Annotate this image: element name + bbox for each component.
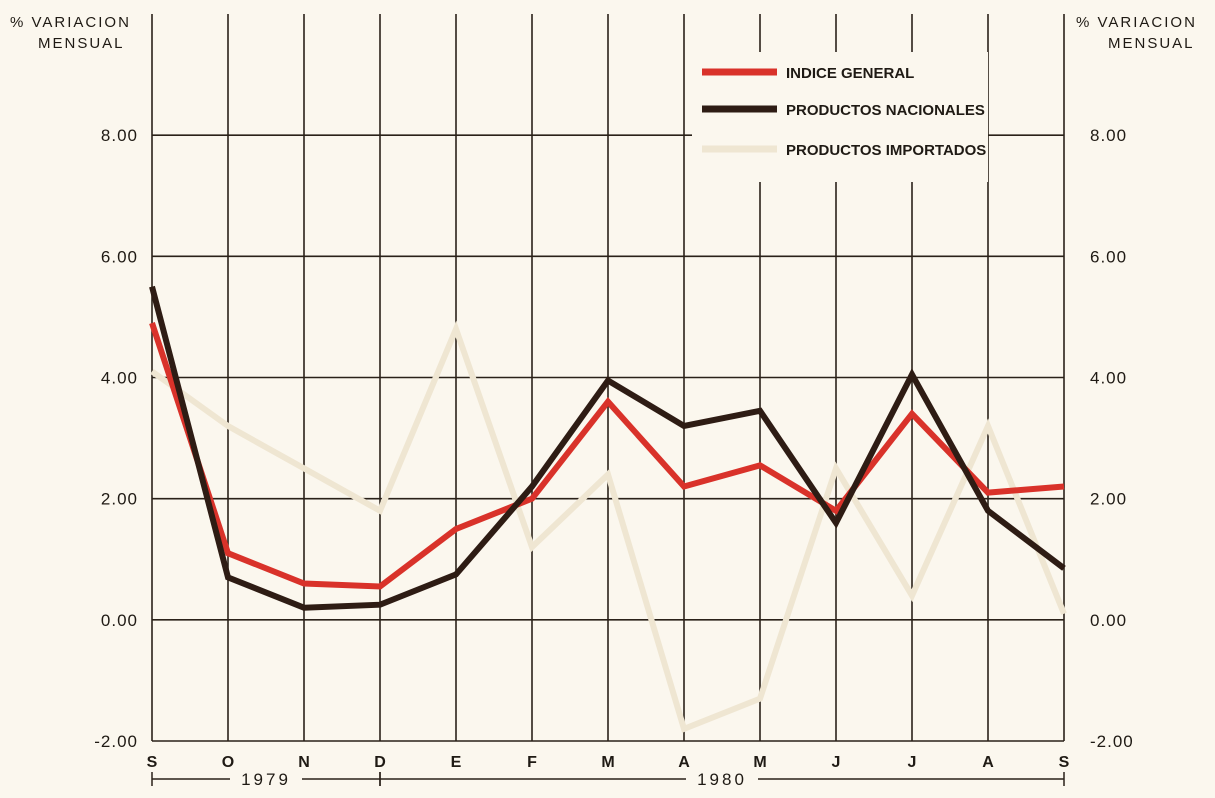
y-tick-label-left: 2.00 (101, 490, 138, 509)
x-tick-label: E (451, 754, 462, 771)
y-tick-label-left: 6.00 (101, 247, 138, 266)
y-axis-title-right: % VARIACION (1076, 14, 1197, 31)
y-axis-title-left: % VARIACION (10, 14, 131, 31)
x-tick-label: N (298, 754, 310, 771)
x-tick-label: J (908, 754, 917, 771)
y-axis-title-right: MENSUAL (1108, 35, 1195, 52)
year-label: 1980 (697, 770, 747, 789)
x-tick-label: F (527, 754, 537, 771)
x-tick-label: S (147, 754, 158, 771)
series-lines (149, 285, 1067, 733)
y-tick-label-left: -2.00 (94, 732, 138, 751)
y-tick-label-right: 6.00 (1090, 247, 1127, 266)
year-label: 1979 (241, 770, 291, 789)
series-line-productos-nacionales (149, 285, 1066, 611)
legend-label: PRODUCTOS NACIONALES (786, 102, 985, 119)
y-tick-label-left: 0.00 (101, 611, 138, 630)
y-tick-label-right: 8.00 (1090, 126, 1127, 145)
y-tick-label-right: 2.00 (1090, 490, 1127, 509)
x-tick-label: M (601, 754, 614, 771)
legend-label: PRODUCTOS IMPORTADOS (786, 142, 986, 159)
legend-label: INDICE GENERAL (786, 65, 914, 82)
x-tick-label: A (678, 754, 690, 771)
y-tick-label-left: 4.00 (101, 369, 138, 388)
x-tick-label: D (374, 754, 386, 771)
x-tick-label: M (753, 754, 766, 771)
legend: INDICE GENERAL PRODUCTOS NACIONALES PRODUC… (692, 52, 988, 182)
y-axis-title-left: MENSUAL (38, 35, 125, 52)
series-line-indice-general (149, 322, 1065, 590)
y-tick-label-left: 8.00 (101, 126, 138, 145)
x-tick-label: J (832, 754, 841, 771)
series-line-productos-importados (150, 320, 1067, 733)
axes: 8.00 8.00 6.00 6.00 4.00 4.00 2.00 2.00 0.00 0.00… (10, 14, 1197, 789)
x-tick-label: O (222, 754, 234, 771)
x-tick-label: S (1059, 754, 1070, 771)
y-tick-label-right: -2.00 (1090, 732, 1134, 751)
x-tick-label: A (982, 754, 994, 771)
y-tick-label-right: 4.00 (1090, 369, 1127, 388)
y-tick-label-right: 0.00 (1090, 611, 1127, 630)
